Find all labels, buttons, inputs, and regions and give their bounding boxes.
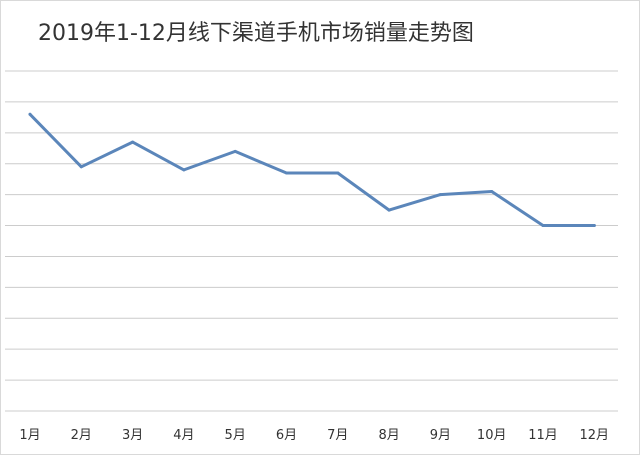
x-tick-label: 12月 — [580, 428, 610, 443]
x-tick-label: 5月 — [225, 428, 246, 443]
data-point-2月 — [79, 165, 83, 169]
data-point-4月 — [182, 168, 186, 172]
series-layer — [28, 112, 596, 227]
x-tick-label: 2月 — [71, 428, 92, 443]
x-tick-label: 4月 — [173, 428, 194, 443]
x-tick-label: 1月 — [19, 428, 40, 443]
data-point-1月 — [28, 112, 32, 116]
data-point-5月 — [233, 149, 237, 153]
x-tick-label: 8月 — [378, 428, 399, 443]
data-point-12月 — [592, 224, 596, 227]
data-point-6月 — [285, 171, 288, 175]
x-axis-tick-labels: 1月 2月 3月 4月 5月 6月 7月 8月 9月 10月 11月 12月 — [19, 428, 609, 443]
data-point-11月 — [541, 224, 545, 227]
x-tick-label: 10月 — [477, 428, 507, 443]
data-point-10月 — [490, 190, 494, 193]
x-tick-label: 11月 — [528, 428, 558, 443]
data-point-8月 — [387, 208, 391, 212]
chart-title: 2019年1-12月线下渠道手机市场销量走势图 — [38, 21, 474, 46]
data-point-7月 — [336, 171, 340, 175]
data-point-3月 — [131, 140, 135, 144]
x-tick-label: 6月 — [276, 428, 297, 443]
x-tick-label: 9月 — [430, 428, 451, 443]
x-tick-label: 3月 — [122, 428, 143, 443]
series-line-0 — [28, 112, 596, 227]
gridlines — [5, 70, 618, 412]
x-tick-label: 7月 — [327, 428, 348, 443]
data-point-9月 — [438, 193, 442, 197]
